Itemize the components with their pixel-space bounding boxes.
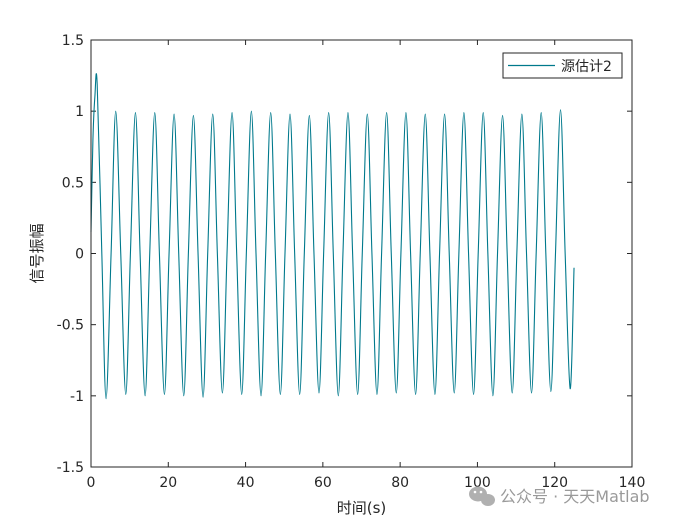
y-axis-label: 信号振幅: [28, 223, 46, 283]
wechat-icon: [469, 486, 495, 506]
y-tick-label: 1: [75, 104, 84, 120]
x-tick-label: 60: [314, 475, 332, 491]
x-tick-label: 40: [237, 475, 255, 491]
legend: 源估计2: [502, 52, 623, 79]
axes-box: [90, 39, 633, 468]
watermark: 公众号 · 天天Matlab: [469, 486, 650, 506]
y-tick-label: 0.5: [62, 175, 84, 191]
y-tick-label: 1.5: [62, 33, 84, 49]
x-tick-label: 140: [619, 475, 646, 491]
y-tick-label: -0.5: [57, 318, 84, 334]
y-tick-label: 0: [75, 247, 84, 263]
y-tick-label: -1: [70, 389, 84, 405]
x-tick-label: 0: [87, 475, 96, 491]
series-layer: [90, 73, 575, 400]
x-axis-label: 时间(s): [337, 499, 387, 517]
x-tick-label: 120: [541, 475, 568, 491]
watermark-text: 公众号 · 天天Matlab: [500, 487, 650, 506]
tick-labels: 0 20 40 60 80 100 120 140 1.5 1 0.5 0 -0.5 -1 -1.5: [57, 33, 646, 491]
y-tick-label: -1.5: [57, 460, 84, 476]
x-tick-label: 100: [464, 475, 491, 491]
series-line: [90, 73, 575, 400]
legend-entry-label: 源估计2: [561, 59, 612, 75]
x-tick-label: 20: [159, 475, 177, 491]
x-tick-label: 80: [391, 475, 409, 491]
plot-area: [91, 40, 632, 467]
